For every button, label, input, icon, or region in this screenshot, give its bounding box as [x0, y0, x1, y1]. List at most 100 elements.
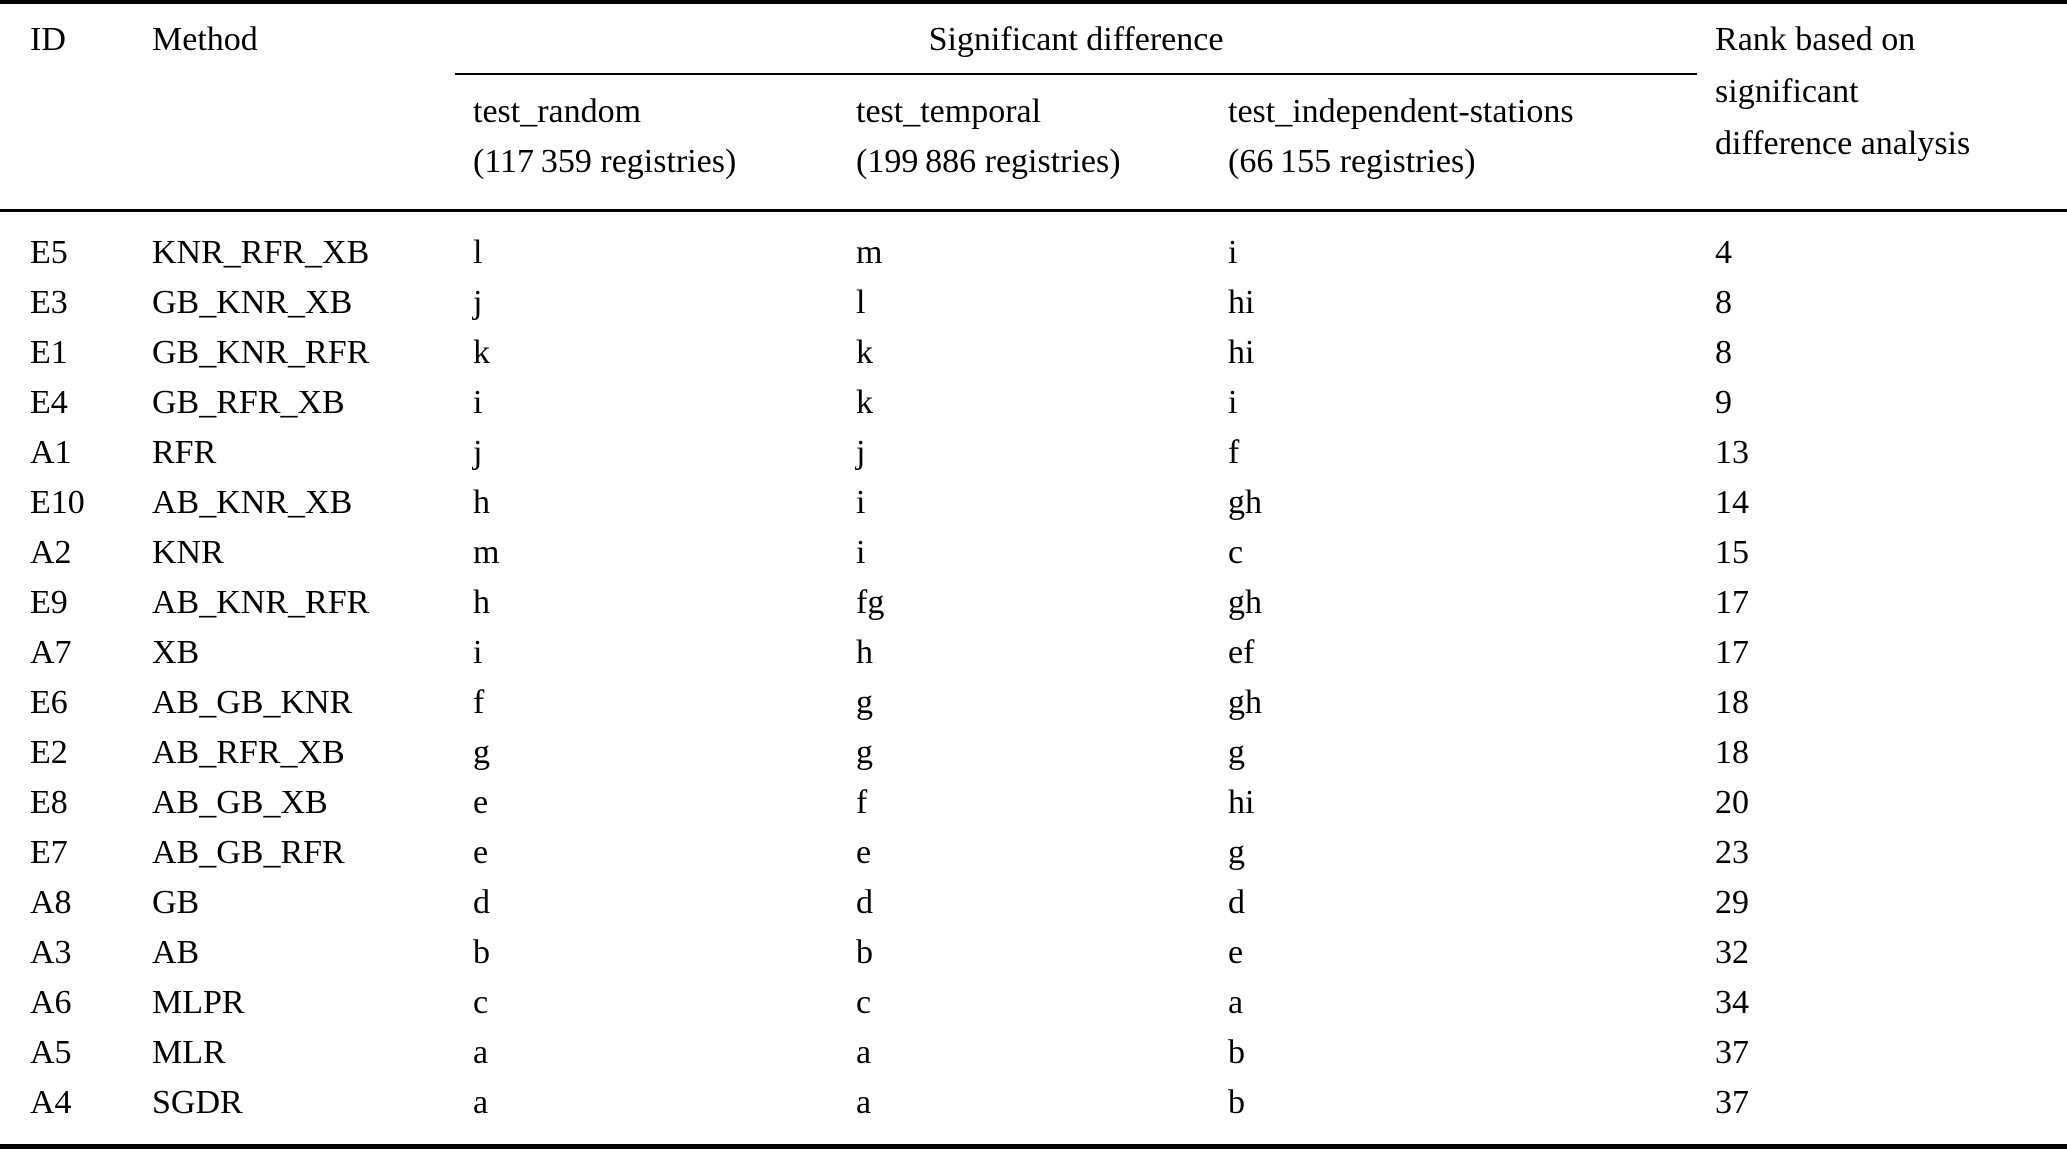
cell-test-temporal: fg — [856, 583, 885, 621]
cell-method: GB — [152, 883, 200, 921]
table-row: A8 GB d d d 29 — [0, 878, 2067, 928]
column-header-test-random: test_random (117 359 registries) — [455, 74, 838, 212]
cell-test-random: i — [473, 383, 483, 421]
table-row: E4 GB_RFR_XB i k i 9 — [0, 378, 2067, 428]
cell-id: A5 — [30, 1033, 72, 1071]
cell-test-independent-stations: d — [1228, 883, 1245, 921]
cell-test-temporal: c — [856, 983, 872, 1021]
cell-id: E3 — [30, 283, 68, 321]
cell-method: SGDR — [152, 1083, 243, 1121]
cell-test-random: a — [473, 1083, 489, 1121]
table-row: E1 GB_KNR_RFR k k hi 8 — [0, 328, 2067, 378]
cell-rank: 8 — [1715, 283, 1733, 321]
cell-rank: 18 — [1715, 683, 1750, 721]
cell-test-random: m — [473, 533, 500, 571]
table-row: A5 MLR a a b 37 — [0, 1028, 2067, 1078]
table-row: E6 AB_GB_KNR f g gh 18 — [0, 678, 2067, 728]
cell-rank: 34 — [1715, 983, 1750, 1021]
cell-test-temporal: d — [856, 883, 873, 921]
cell-test-random: l — [473, 233, 483, 271]
cell-method: GB_KNR_XB — [152, 283, 353, 321]
cell-test-temporal: j — [856, 433, 866, 471]
cell-rank: 15 — [1715, 533, 1750, 571]
cell-test-independent-stations: f — [1228, 433, 1240, 471]
cell-method: AB_KNR_XB — [152, 483, 353, 521]
cell-id: E4 — [30, 383, 68, 421]
cell-test-independent-stations: ef — [1228, 633, 1255, 671]
table-body: E5 KNR_RFR_XB l m i 4 E3 GB_KNR_XB j l h… — [0, 210, 2067, 1146]
cell-test-independent-stations: g — [1228, 733, 1245, 771]
cell-method: RFR — [152, 433, 217, 471]
cell-rank: 29 — [1715, 883, 1750, 921]
cell-test-temporal: g — [856, 733, 873, 771]
cell-test-temporal: h — [856, 633, 873, 671]
cell-id: E5 — [30, 233, 68, 271]
cell-method: AB_GB_KNR — [152, 683, 353, 721]
table-header: ID Method Significant difference Rank ba… — [0, 2, 2067, 212]
cell-test-independent-stations: c — [1228, 533, 1244, 571]
cell-test-temporal: k — [856, 333, 873, 371]
cell-method: MLR — [152, 1033, 226, 1071]
cell-test-random: b — [473, 933, 490, 971]
cell-method: AB_GB_RFR — [152, 833, 345, 871]
cell-test-temporal: a — [856, 1083, 872, 1121]
column-group-significant-difference: Significant difference — [455, 2, 1698, 75]
cell-test-random: e — [473, 833, 489, 871]
cell-id: E7 — [30, 833, 68, 871]
cell-id: E8 — [30, 783, 68, 821]
cell-test-random: g — [473, 733, 490, 771]
table-row: E5 KNR_RFR_XB l m i 4 — [0, 210, 2067, 278]
cell-method: KNR_RFR_XB — [152, 233, 370, 271]
cell-id: A8 — [30, 883, 72, 921]
table-row: A7 XB i h ef 17 — [0, 628, 2067, 678]
cell-rank: 13 — [1715, 433, 1750, 471]
table-row: E2 AB_RFR_XB g g g 18 — [0, 728, 2067, 778]
cell-test-independent-stations: hi — [1228, 283, 1255, 321]
cell-test-random: e — [473, 783, 489, 821]
cell-test-temporal: i — [856, 533, 866, 571]
header-sub-row: test_random (117 359 registries) test_te… — [0, 74, 2067, 212]
cell-rank: 37 — [1715, 1033, 1750, 1071]
cell-id: E9 — [30, 583, 68, 621]
table-row: E10 AB_KNR_XB h i gh 14 — [0, 478, 2067, 528]
table-row: A6 MLPR c c a 34 — [0, 978, 2067, 1028]
cell-method: GB_KNR_RFR — [152, 333, 370, 371]
column-header-test-independent-stations: test_independent-stations (66 155 regist… — [1210, 74, 1698, 212]
cell-method: AB — [152, 933, 200, 971]
cell-test-temporal: e — [856, 833, 872, 871]
cell-test-temporal: k — [856, 383, 873, 421]
cell-test-random: k — [473, 333, 490, 371]
cell-rank: 37 — [1715, 1083, 1750, 1121]
cell-id: A6 — [30, 983, 72, 1021]
cell-method: GB_RFR_XB — [152, 383, 345, 421]
cell-rank: 17 — [1715, 583, 1750, 621]
table-row: A4 SGDR a a b 37 — [0, 1078, 2067, 1147]
cell-test-independent-stations: gh — [1228, 583, 1262, 621]
cell-test-independent-stations: gh — [1228, 483, 1262, 521]
cell-method: AB_KNR_RFR — [152, 583, 370, 621]
cell-test-random: i — [473, 633, 483, 671]
cell-test-independent-stations: gh — [1228, 683, 1262, 721]
cell-method: MLPR — [152, 983, 245, 1021]
cell-test-independent-stations: i — [1228, 233, 1238, 271]
cell-test-temporal: i — [856, 483, 866, 521]
cell-id: E6 — [30, 683, 68, 721]
cell-rank: 18 — [1715, 733, 1750, 771]
column-header-rank: Rank based on significant difference ana… — [1697, 2, 2067, 212]
cell-rank: 17 — [1715, 633, 1750, 671]
cell-test-independent-stations: e — [1228, 933, 1244, 971]
table-row: E9 AB_KNR_RFR h fg gh 17 — [0, 578, 2067, 628]
cell-id: E10 — [30, 483, 85, 521]
table-row: E8 AB_GB_XB e f hi 20 — [0, 778, 2067, 828]
cell-test-temporal: f — [856, 783, 868, 821]
header-group-row: ID Method Significant difference Rank ba… — [0, 2, 2067, 212]
cell-rank: 9 — [1715, 383, 1733, 421]
cell-method: XB — [152, 633, 200, 671]
cell-test-independent-stations: i — [1228, 383, 1238, 421]
cell-test-temporal: a — [856, 1033, 872, 1071]
cell-id: E2 — [30, 733, 68, 771]
cell-id: A2 — [30, 533, 72, 571]
cell-test-random: c — [473, 983, 489, 1021]
